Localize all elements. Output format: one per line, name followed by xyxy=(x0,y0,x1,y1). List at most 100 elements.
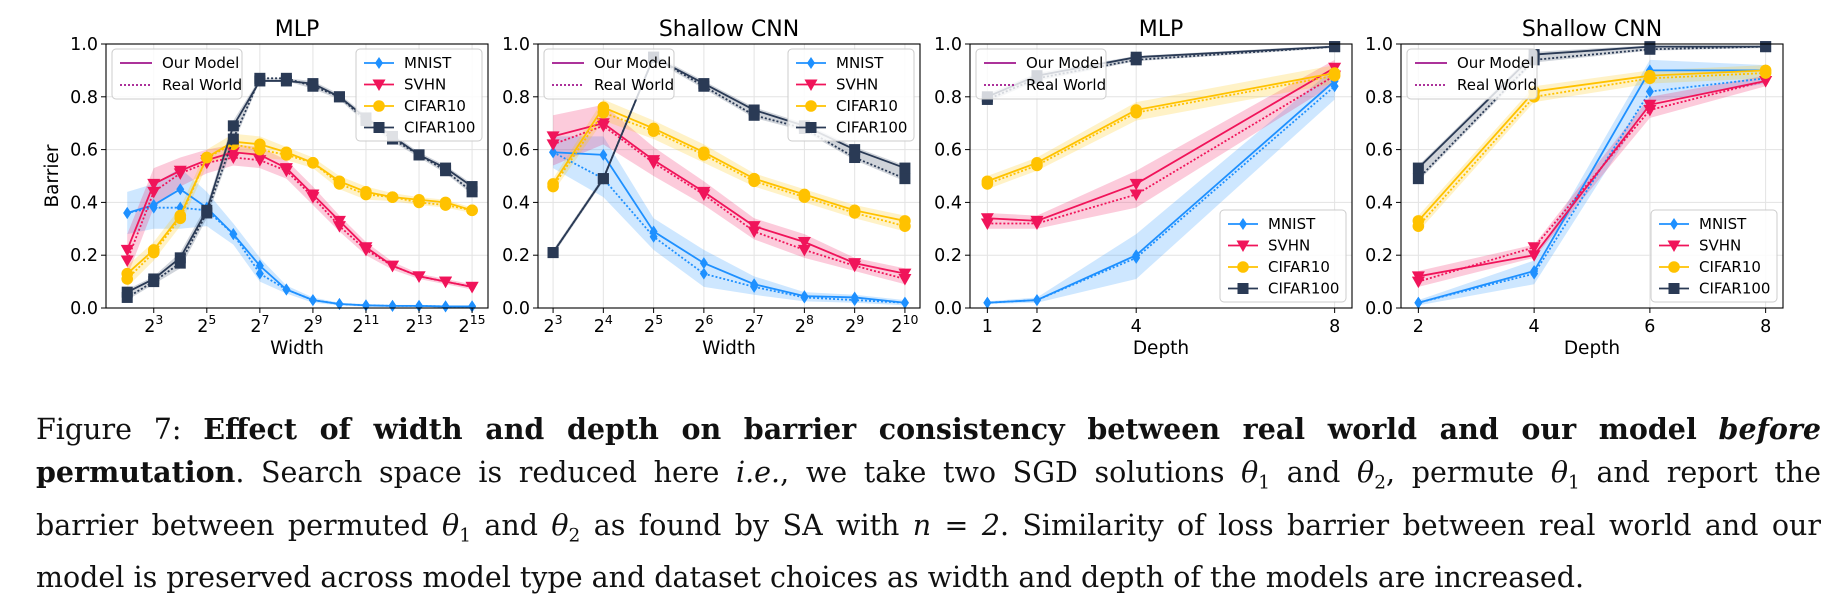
data-point xyxy=(282,283,291,296)
legend-marker xyxy=(805,122,817,133)
data-point xyxy=(1414,296,1423,309)
legend-box xyxy=(543,48,675,100)
legend-box xyxy=(1650,209,1778,303)
caption-text-8: as found by SA with xyxy=(593,508,900,542)
data-point xyxy=(254,143,266,156)
legend-label: SVHN xyxy=(836,76,878,94)
chart-panel-2: 0.0 0.2 0.4 0.6 0.8 1.0 23 24 25 26 27 28 29 210 Shall… xyxy=(502,17,921,359)
model-line xyxy=(1418,69,1766,304)
data-point xyxy=(466,186,478,198)
data-point xyxy=(1130,106,1142,119)
data-point xyxy=(797,244,811,257)
y-tick-label: 1.0 xyxy=(934,35,962,55)
axes-frame xyxy=(1400,43,1784,309)
axes-frame xyxy=(105,43,489,309)
data-point xyxy=(386,191,399,203)
data-point xyxy=(174,212,187,225)
chart-title: Shallow CNN xyxy=(1522,17,1662,42)
x-tick-label: 1 xyxy=(982,317,993,337)
y-axis-label: Barrier xyxy=(42,144,63,207)
series-mnist xyxy=(549,146,909,309)
data-point xyxy=(466,204,478,217)
x-tick-label: 26 xyxy=(694,312,713,337)
data-point xyxy=(227,133,239,145)
data-point xyxy=(748,109,760,121)
data-point xyxy=(697,189,711,201)
legend-marker xyxy=(373,122,385,133)
figure-charts: 0.0 0.2 0.4 0.6 0.8 1.0 23 25 27 29 211 213 215 MLP Wi… xyxy=(42,17,1784,359)
legend-label: Real World xyxy=(594,76,674,94)
data-point xyxy=(1129,178,1143,191)
data-point xyxy=(1412,173,1424,185)
data-point xyxy=(359,244,373,257)
legend-label: CIFAR10 xyxy=(836,97,898,115)
data-point xyxy=(698,149,710,161)
x-tick-label: 23 xyxy=(544,312,563,337)
confidence-band xyxy=(1418,59,1766,306)
data-point xyxy=(1759,67,1772,79)
x-tick-label: 211 xyxy=(352,312,379,337)
legend-marker xyxy=(373,100,385,112)
y-tick-label: 1.0 xyxy=(1365,35,1393,55)
data-point xyxy=(439,199,452,211)
caption-bold-1: Effect of width and depth on barrier con… xyxy=(203,412,1697,446)
legend-marker xyxy=(1668,261,1680,273)
caption-italic-2: i.e. xyxy=(736,456,781,489)
legend-marker xyxy=(1237,261,1249,273)
legend-label: Real World xyxy=(1457,76,1537,94)
chart-panel-4: 0.0 0.2 0.4 0.6 0.8 1.0 2 4 6 8 Shallow CNN Depth Ou… xyxy=(1365,17,1784,359)
x-tick-label: 2 xyxy=(1031,317,1042,337)
legend-marker xyxy=(805,100,817,112)
legend-label: Our Model xyxy=(162,54,239,72)
model-line xyxy=(987,80,1336,304)
y-tick-label: 0.2 xyxy=(70,246,98,266)
caption-text-6: barrier between permuted xyxy=(36,508,429,542)
data-point xyxy=(201,151,213,164)
data-point xyxy=(332,221,346,233)
caption-line-1: Figure 7: Effect of width and depth on b… xyxy=(36,408,1821,451)
style-legend: Our Model Real World xyxy=(543,48,675,100)
x-tick-label: 25 xyxy=(197,312,216,337)
data-point xyxy=(597,173,609,185)
real-world-line xyxy=(552,55,906,254)
legend-label: CIFAR10 xyxy=(1268,258,1330,276)
legend-marker xyxy=(1239,218,1247,230)
confidence-band xyxy=(127,144,473,290)
data-point xyxy=(333,178,346,190)
model-line xyxy=(1417,69,1766,222)
model-line xyxy=(126,188,473,308)
data-point xyxy=(439,276,453,289)
data-point xyxy=(848,207,861,219)
model-line xyxy=(1418,80,1766,278)
data-point xyxy=(546,139,560,151)
data-point xyxy=(280,149,293,161)
caption-text-4: , permute xyxy=(1385,456,1535,489)
data-point xyxy=(413,149,425,161)
y-tick-label: 0.6 xyxy=(1365,141,1393,161)
legend-label: CIFAR100 xyxy=(836,119,907,137)
chart-panel-3: 0.0 0.2 0.4 0.6 0.8 1.0 1 2 4 8 MLP Depth Our Model R… xyxy=(934,17,1353,359)
data-point xyxy=(147,186,161,199)
data-point xyxy=(1330,80,1339,93)
model-line xyxy=(987,72,1335,183)
confidence-band xyxy=(553,104,905,285)
data-point xyxy=(279,165,293,178)
data-point xyxy=(1412,162,1424,174)
legend-label: MNIST xyxy=(1268,215,1316,233)
x-axis-label: Depth xyxy=(1564,338,1620,359)
x-tick-label: 27 xyxy=(250,312,269,337)
data-point xyxy=(226,152,240,165)
series-legend: MNIST SVHN CIFAR10 CIFAR100 xyxy=(1219,209,1347,303)
data-point xyxy=(176,183,185,196)
y-tick-label: 0.0 xyxy=(1365,299,1393,319)
data-point xyxy=(750,280,759,293)
real-world-line xyxy=(1417,45,1766,180)
caption-text-1: . Search space is reduced here xyxy=(235,456,720,489)
data-point xyxy=(335,298,344,311)
data-point xyxy=(148,276,160,288)
y-tick-label: 0.8 xyxy=(1365,88,1393,108)
data-point xyxy=(747,226,761,238)
legend-marker xyxy=(1236,240,1250,252)
y-tick-label: 0.8 xyxy=(502,88,530,108)
data-point xyxy=(1644,43,1656,55)
